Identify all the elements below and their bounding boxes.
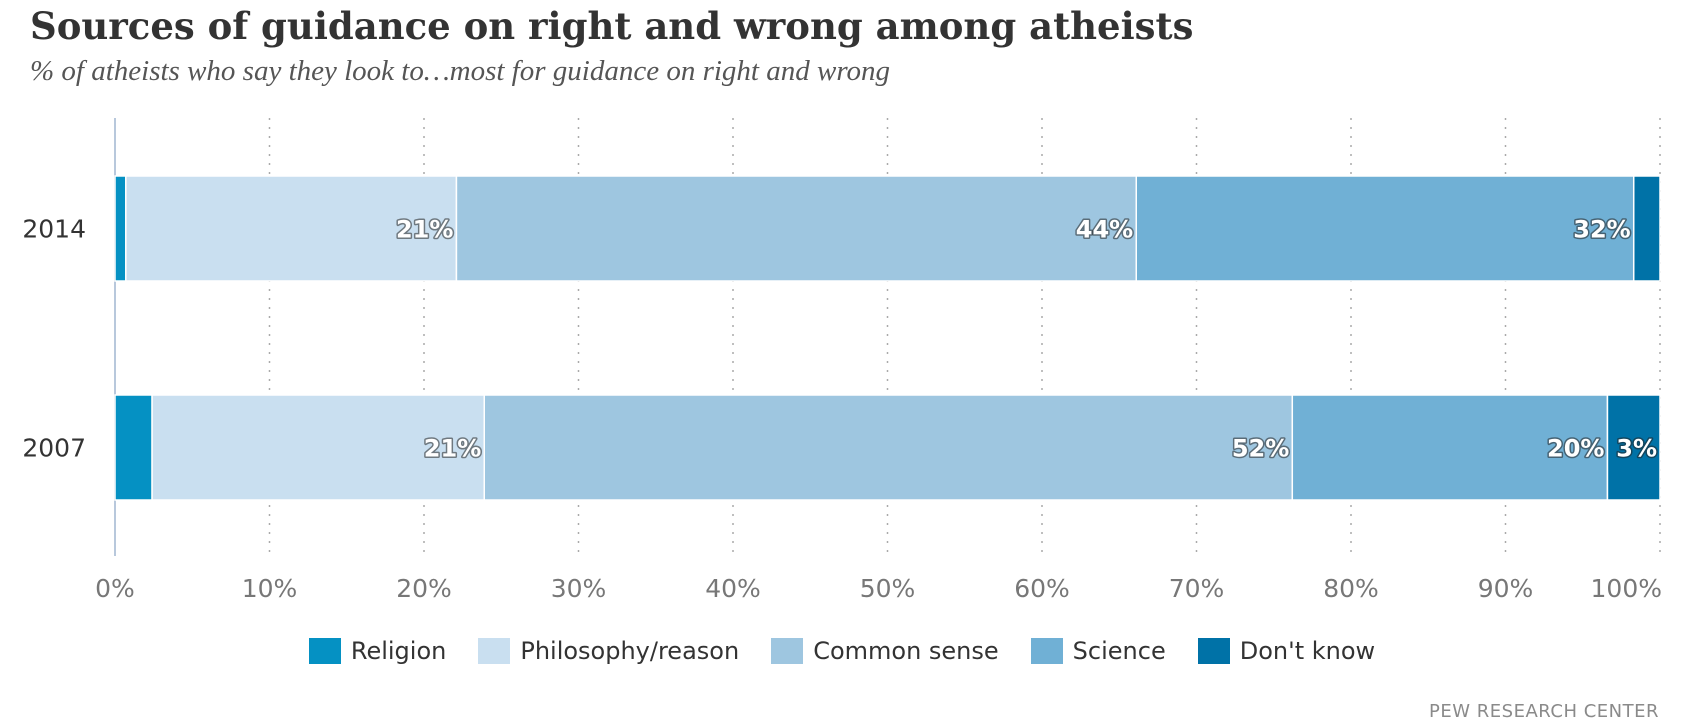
legend-item: Common sense <box>771 637 999 665</box>
legend-label: Religion <box>350 637 447 665</box>
x-tick-label: 10% <box>242 574 298 603</box>
bar-segment <box>114 394 153 501</box>
legend-label: Common sense <box>813 637 999 665</box>
x-tick-label: 60% <box>1014 574 1070 603</box>
data-label: 20% <box>1547 435 1604 463</box>
chart-subtitle: % of atheists who say they look to…most … <box>30 55 891 87</box>
legend-swatch <box>478 638 511 664</box>
x-tick-label: 50% <box>860 574 916 603</box>
bar-segment <box>151 394 486 501</box>
x-tick-label: 80% <box>1323 574 1379 603</box>
legend-label: Don't know <box>1239 637 1376 665</box>
x-tick-label: 30% <box>551 574 607 603</box>
y-category-label: 2014 <box>22 215 86 244</box>
x-tick-label: 70% <box>1169 574 1225 603</box>
y-category-label: 2007 <box>22 434 86 463</box>
legend-item: Philosophy/reason <box>478 637 739 665</box>
chart-legend: Religion Philosophy/reason Common sense Sci… <box>0 637 1684 665</box>
data-label: 44% <box>1076 216 1133 244</box>
bar-segment <box>1135 175 1635 282</box>
bar-segment <box>1291 394 1609 501</box>
bar-segment <box>1606 394 1661 501</box>
legend-swatch <box>1197 638 1230 664</box>
legend-label: Philosophy/reason <box>520 637 740 665</box>
legend-swatch <box>1030 638 1063 664</box>
bar-segment <box>1632 175 1661 282</box>
data-label: 3% <box>1616 435 1657 463</box>
bar-segment <box>483 394 1294 501</box>
x-tick-label: 100% <box>1591 574 1662 603</box>
legend-label: Science <box>1072 637 1166 665</box>
x-tick-label: 0% <box>95 574 135 603</box>
chart-title: Sources of guidance on right and wrong a… <box>30 4 1194 48</box>
x-tick-label: 40% <box>705 574 761 603</box>
data-label: 21% <box>396 216 453 244</box>
bar-segment <box>114 175 127 282</box>
bar-segment <box>455 175 1137 282</box>
data-label: 32% <box>1573 216 1630 244</box>
legend-swatch <box>771 638 804 664</box>
legend-item: Science <box>1030 637 1166 665</box>
data-label: 52% <box>1232 435 1289 463</box>
source-credit: PEW RESEARCH CENTER <box>1429 701 1659 722</box>
legend-swatch <box>308 638 341 664</box>
x-tick-label: 90% <box>1478 574 1534 603</box>
x-tick-label: 20% <box>396 574 452 603</box>
data-label: 21% <box>424 435 481 463</box>
legend-item: Religion <box>308 637 447 665</box>
legend-item: Don't know <box>1197 637 1376 665</box>
